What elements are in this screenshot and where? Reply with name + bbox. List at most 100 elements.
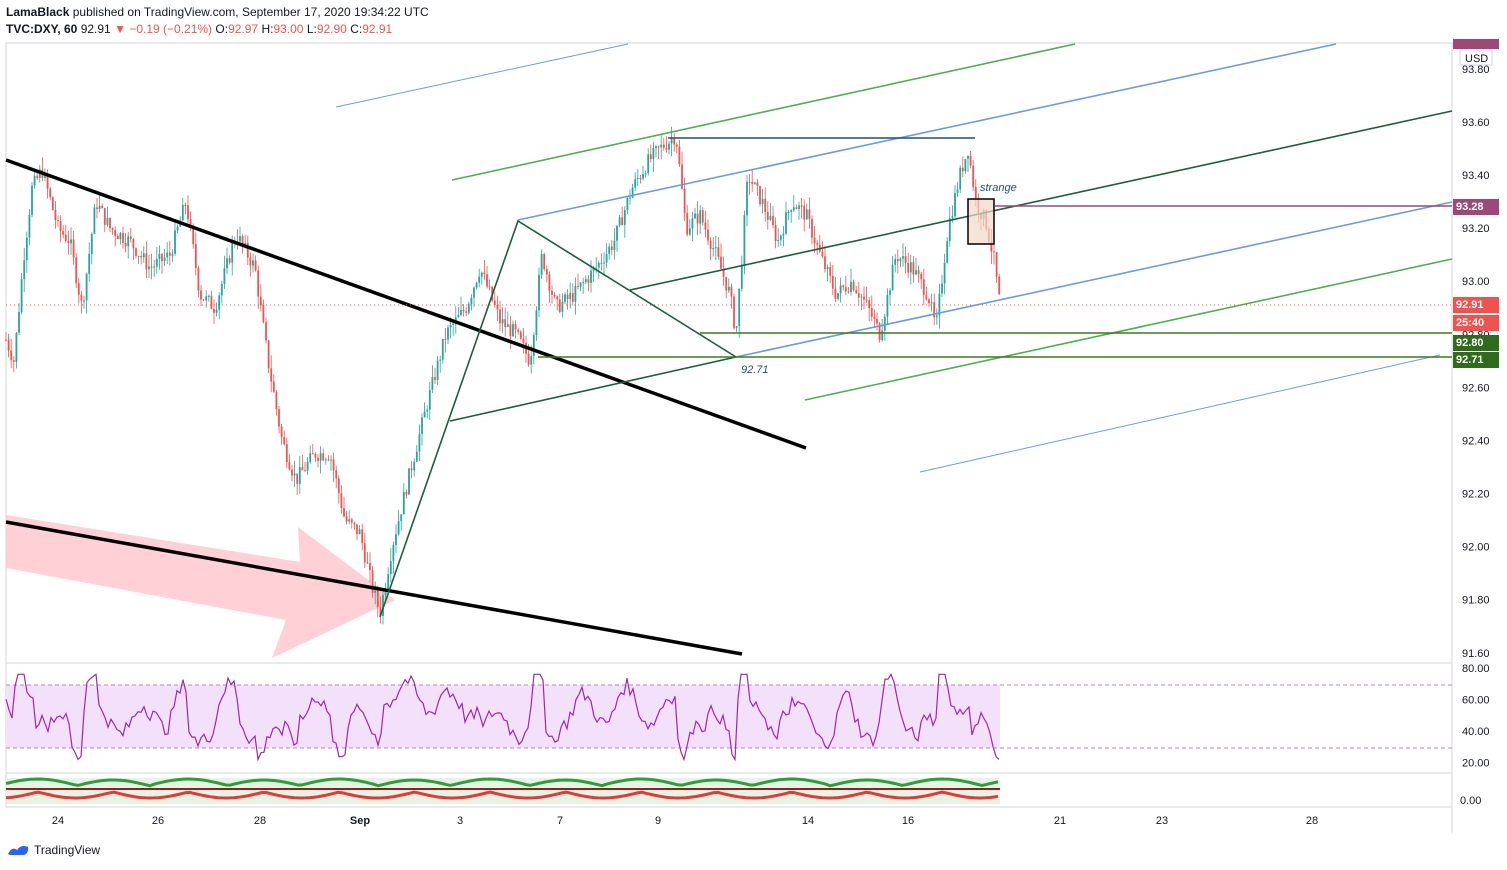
candle-body [512,324,514,337]
channel-line-green-lower [804,258,1453,401]
candle-body [959,167,962,190]
candle-body [795,207,798,210]
time-tick: 21 [1054,815,1066,827]
time-tick: 26 [152,815,164,827]
candle-body [540,254,543,275]
candle-body [665,147,668,150]
candle-body [753,182,756,185]
candle-body [694,213,696,219]
candle-body [15,332,18,362]
price-label: 92.80 [1453,335,1499,352]
author-name[interactable]: LamaBlack [6,5,70,19]
price-tick: 92.20 [1462,489,1490,501]
candle-body [153,266,156,268]
candle-body [44,174,46,178]
candle-body [228,258,231,263]
time-tick: 24 [52,815,64,827]
candle-body [551,290,553,295]
candle-body [54,209,57,221]
candle-body [532,335,535,357]
candle-body [36,175,39,178]
candle-body [400,514,403,521]
candle-body [337,478,340,494]
candle-body [415,451,418,462]
candle-body [111,228,114,231]
candle-body [301,467,304,471]
candle-body [725,276,728,291]
candle-body [727,286,730,291]
time-tick: 9 [655,815,661,827]
candle-body [826,267,829,269]
candle-body [392,544,395,562]
candle-body [930,302,933,304]
candle-body [103,208,106,225]
candle-body [662,144,665,148]
candle-body [925,295,928,300]
candle-body [889,290,891,295]
candle-body [623,210,626,225]
tradingview-branding[interactable]: TradingView [6,843,100,857]
candle-body [106,217,109,225]
candle-body [961,167,964,172]
candle-body [803,205,806,220]
candle-body [722,268,725,277]
candle-body [829,267,832,276]
candle-body [270,368,273,382]
candle-body [397,520,400,535]
symbol-label[interactable]: TVC:DXY, 60 [6,22,78,36]
candle-body [88,253,91,274]
rsi-axis[interactable]: 80.00 60.00 40.00 20.00 [1462,663,1490,770]
candle-body [847,291,850,293]
candle-body [912,262,915,275]
candle-body [535,310,538,336]
price-tick: 91.80 [1462,595,1490,607]
candle-body [449,324,452,328]
candle-body [941,283,943,294]
candle-body [683,188,686,214]
candle-body [124,243,127,247]
price-change: −0.19 (−0.21%) [129,22,213,36]
candle-body [93,207,96,234]
candle-body [23,260,26,280]
candle-body [306,462,309,471]
candle-body [639,178,642,180]
candle-body [746,181,748,216]
candle-body [426,409,429,412]
price-tick: 91.60 [1462,648,1490,660]
candle-body [382,594,384,617]
rsi-tick: 20.00 [1462,758,1490,770]
candle-body [181,204,184,221]
candle-body [259,296,262,306]
drawings-layer[interactable]: strange 92.71 [5,43,1453,656]
candle-body [83,300,85,302]
candle-body [496,305,499,310]
candle-body [418,433,421,452]
candle-body [649,154,652,160]
candle-body [920,274,923,280]
tradingview-logo-icon [8,846,29,855]
pink-arrow-drawing[interactable] [6,515,395,658]
candle-body [519,331,522,339]
time-tick: 16 [902,815,914,827]
candle-body [675,144,678,147]
candle-body [834,288,837,299]
candle-body [187,205,189,220]
candle-body [252,260,254,266]
candle-body [811,218,813,238]
candle-body [699,210,702,224]
candle-body [288,462,291,470]
candle-body [798,205,800,210]
candle-body [717,247,720,257]
candle-body [278,409,280,427]
currency-badge[interactable] [1459,49,1493,66]
time-axis[interactable]: 24 26 28 Sep 3 7 9 14 16 21 23 28 [52,815,1318,827]
candle-body [709,240,712,249]
candle-body [296,473,299,484]
candle-body [67,240,70,244]
candle-body [369,562,371,571]
candle-body [257,270,260,297]
candle-body [192,225,195,245]
candle-body [402,491,405,515]
candle-body [239,236,241,242]
